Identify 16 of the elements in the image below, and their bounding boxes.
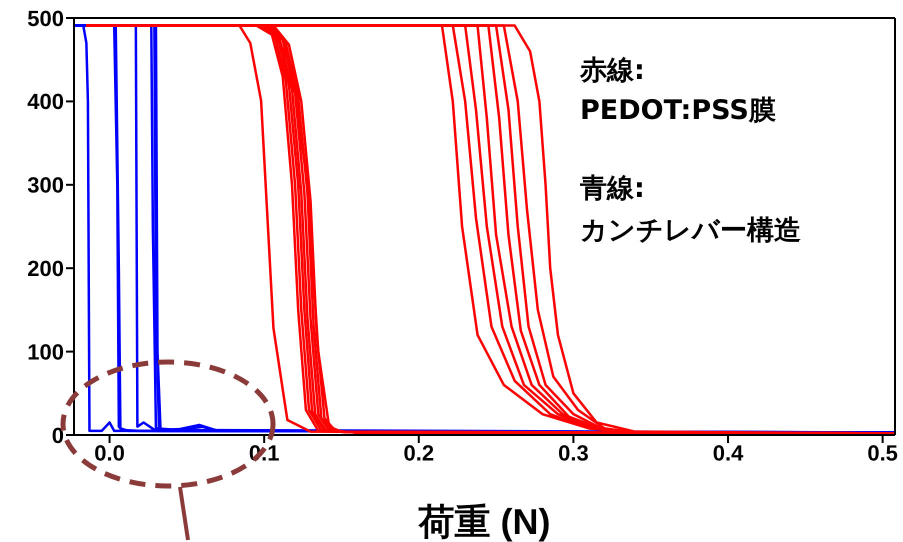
y-tick-label: 300 bbox=[27, 172, 64, 198]
x-tick-label: 0.0 bbox=[94, 440, 125, 466]
annotation: カンチレバー構造 bbox=[580, 214, 801, 248]
x-tick-label: 0.4 bbox=[712, 440, 744, 466]
x-axis-title: 荷重 (N) bbox=[418, 501, 550, 542]
x-tick-label: 0.2 bbox=[403, 440, 434, 466]
annotation: 赤線: bbox=[580, 54, 645, 88]
y-tick-label: 200 bbox=[27, 256, 64, 282]
y-tick-label: 0 bbox=[52, 422, 64, 448]
y-tick-label: 400 bbox=[27, 89, 64, 114]
y-tick-label: 100 bbox=[27, 339, 64, 364]
x-tick-label: 0.5 bbox=[867, 440, 898, 466]
annotation: 青線: bbox=[580, 172, 645, 206]
annotation: PEDOT:PSS膜 bbox=[580, 94, 776, 128]
y-tick-label: 500 bbox=[27, 6, 64, 31]
x-tick-label: 0.3 bbox=[558, 440, 589, 466]
